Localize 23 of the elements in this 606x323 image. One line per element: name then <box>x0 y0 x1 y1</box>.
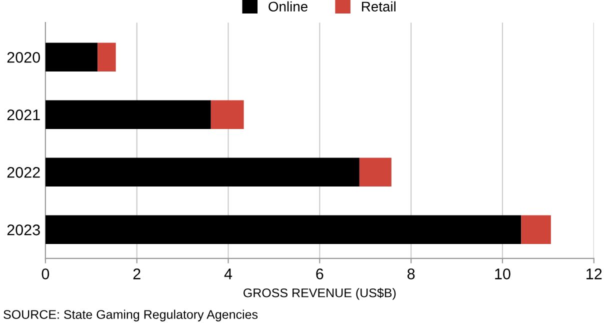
x-tick-label: 10 <box>495 268 510 280</box>
x-tick-label: 2 <box>133 268 140 280</box>
source-note: SOURCE: State Gaming Regulatory Agencies <box>4 310 258 322</box>
y-tick-label: 2023 <box>7 224 40 236</box>
bar <box>45 158 360 187</box>
legend-label: Online <box>268 1 308 12</box>
x-tick-label: 12 <box>586 268 602 280</box>
y-tick-label: 2022 <box>7 167 40 178</box>
bar <box>359 158 392 187</box>
bar <box>45 42 98 72</box>
x-tick-label: 0 <box>42 268 50 280</box>
y-tick-label: 2020 <box>7 52 40 63</box>
bar <box>98 42 116 72</box>
bar <box>45 100 211 130</box>
bar <box>210 100 244 130</box>
bar <box>45 215 522 244</box>
x-tick-label: 6 <box>316 268 324 280</box>
x-axis-title: GROSS REVENUE (US$B) <box>244 288 396 300</box>
y-tick-label: 2021 <box>7 109 40 120</box>
bar <box>521 215 551 244</box>
legend-label: Retail <box>362 1 396 12</box>
x-tick-label: 8 <box>407 268 415 280</box>
x-tick-label: 4 <box>224 268 232 280</box>
